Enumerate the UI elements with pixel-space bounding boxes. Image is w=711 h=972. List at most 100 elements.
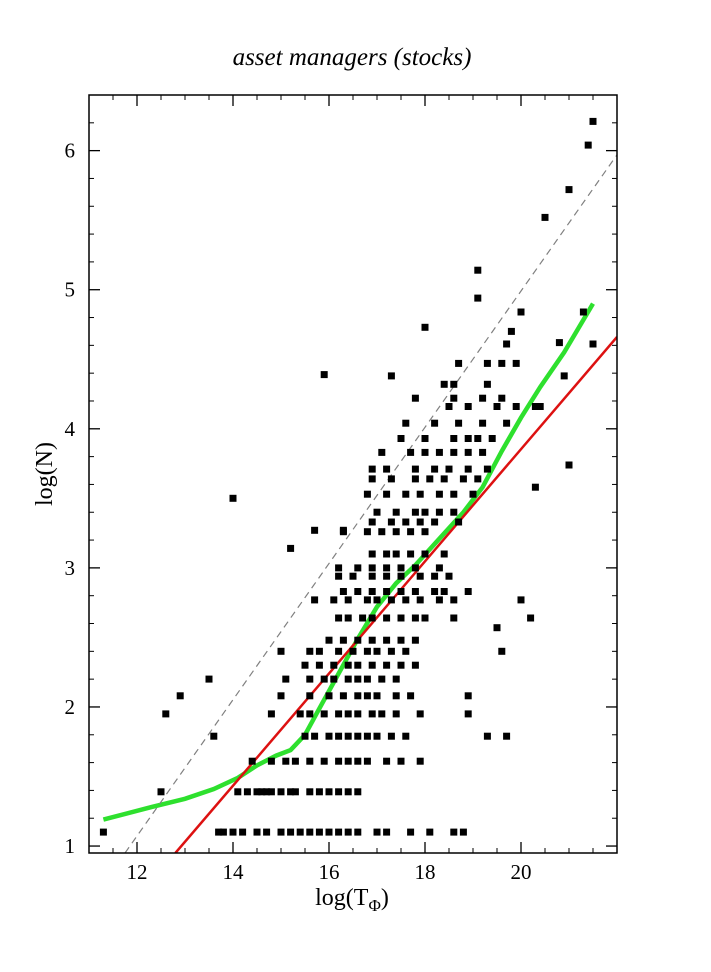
scatter-point (354, 732, 362, 740)
scatter-point (503, 419, 511, 427)
scatter-point (301, 661, 309, 669)
scatter-point (219, 828, 227, 836)
scatter-point (402, 490, 410, 498)
points-layer (99, 117, 597, 836)
scatter-point (450, 435, 458, 442)
scatter-point (344, 788, 352, 796)
scatter-point (267, 788, 275, 796)
scatter-point (431, 588, 439, 595)
scatter-point (440, 588, 448, 595)
scatter-point (517, 308, 525, 316)
scatter-point (421, 528, 429, 536)
scatter-point (421, 508, 429, 516)
scatter-point (253, 788, 261, 796)
scatter-point (306, 675, 314, 683)
scatter-point (344, 710, 352, 718)
scatter-point (450, 614, 458, 622)
scatter-point (344, 675, 352, 683)
scatter-point (464, 710, 472, 718)
scatter-point (344, 732, 352, 740)
scatter-point (479, 394, 487, 402)
scatter-point (402, 518, 410, 526)
scatter-point (455, 359, 463, 367)
scatter-point (411, 636, 419, 644)
scatter-point (565, 461, 573, 469)
scatter-point (416, 710, 424, 718)
scatter-point (416, 596, 424, 604)
x-axis-title: log(TΦ) (315, 885, 389, 915)
scatter-point (589, 117, 597, 125)
scatter-point (411, 588, 419, 595)
scatter-point (498, 394, 506, 402)
scatter-point (483, 380, 491, 388)
scatter-point (431, 465, 439, 473)
scatter-point (397, 614, 405, 622)
scatter-point (464, 403, 472, 410)
scatter-point (229, 828, 237, 836)
scatter-point (450, 508, 458, 516)
scatter-point (291, 757, 299, 765)
scatter-point (536, 403, 544, 410)
scatter-point (579, 308, 587, 316)
scatter-point (373, 596, 381, 604)
scatter-point (407, 528, 415, 536)
scatter-point (483, 732, 491, 740)
scatter-point (320, 675, 328, 683)
scatter-point (354, 588, 362, 595)
scatter-point (383, 828, 391, 836)
scatter-point (368, 550, 376, 558)
scatter-point (239, 828, 247, 836)
scatter-point (407, 448, 415, 456)
scatter-point (383, 465, 391, 473)
scatter-point (215, 828, 223, 836)
scatter-point (368, 661, 376, 669)
scatter-point (397, 636, 405, 644)
scatter-point (349, 647, 357, 655)
scatter-point (315, 828, 323, 836)
scatter-point (373, 692, 381, 700)
scatter-point (335, 572, 343, 580)
scatter-point (325, 692, 333, 700)
scatter-point (344, 661, 352, 669)
scatter-point (479, 419, 487, 427)
scatter-point (450, 448, 458, 456)
scatter-point (335, 647, 343, 655)
scatter-point (234, 788, 242, 796)
x-tick-label: 20 (511, 860, 532, 884)
scatter-point (450, 394, 458, 402)
scatter-point (397, 572, 405, 580)
scatter-point (282, 675, 290, 683)
scatter-point (479, 448, 487, 456)
scatter-point (387, 518, 395, 526)
scatter-point (335, 564, 343, 572)
scatter-point (248, 757, 256, 765)
chart-title: asset managers (stocks) (233, 44, 472, 71)
scatter-point (411, 465, 419, 473)
scatter-point (320, 757, 328, 765)
scatter-point (311, 596, 319, 604)
scatter-point (387, 475, 395, 483)
scatter-point (459, 828, 467, 836)
scatter-point (306, 647, 314, 655)
scatter-point (344, 614, 352, 622)
scatter-point (402, 596, 410, 604)
scatter-point (368, 518, 376, 526)
scatter-point (464, 448, 472, 456)
x-tick-label: 14 (223, 860, 245, 884)
y-tick-label: 6 (65, 139, 76, 163)
scatter-point (373, 647, 381, 655)
scatter-point (431, 518, 439, 526)
scatter-point (354, 675, 362, 683)
scatter-point (344, 757, 352, 765)
scatter-point (258, 788, 266, 796)
plot-frame (88, 94, 618, 854)
scatter-point (368, 572, 376, 580)
red-fit-line (174, 336, 617, 853)
scatter-point (464, 692, 472, 700)
scatter-point (349, 572, 357, 580)
scatter-point (368, 588, 376, 595)
scatter-point (311, 526, 319, 534)
scatter-point (306, 692, 314, 700)
scatter-point (411, 475, 419, 483)
